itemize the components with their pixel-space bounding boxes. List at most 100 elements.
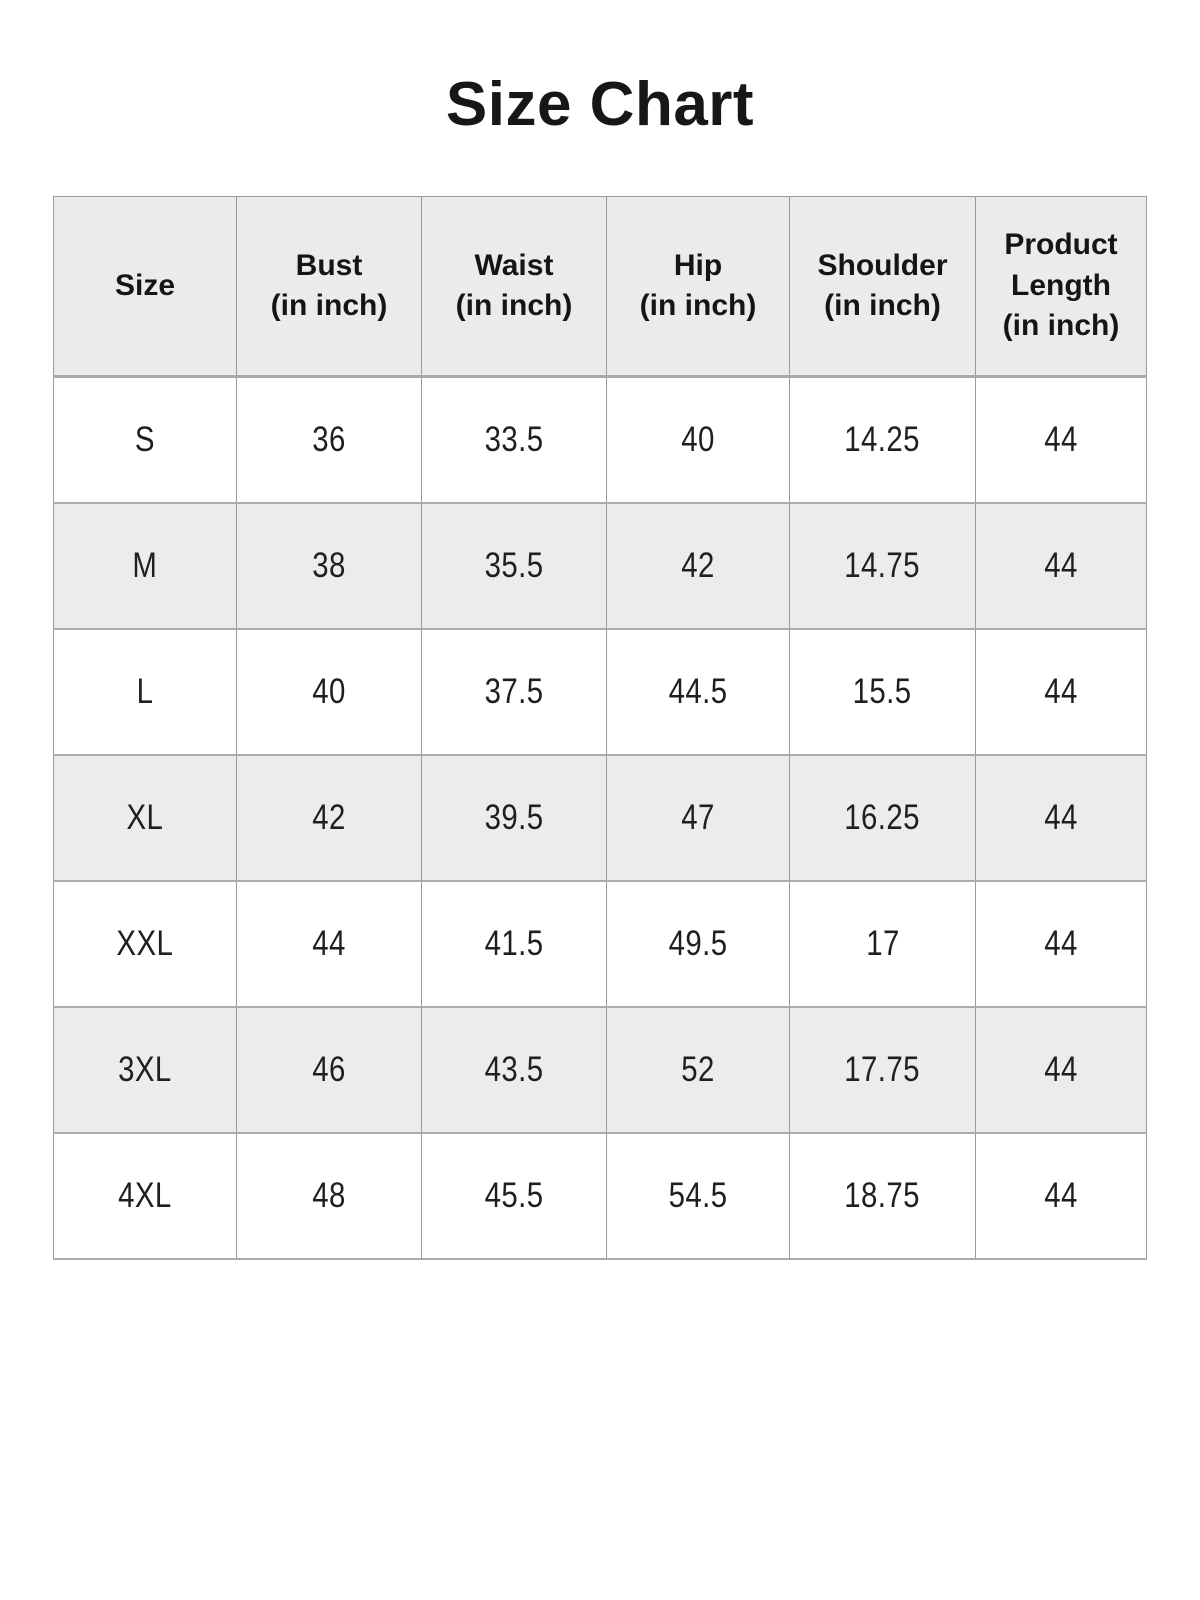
cell-waist: 33.5: [421, 375, 607, 504]
cell-size: 4XL: [53, 1131, 237, 1260]
waist-value: 33.5: [484, 419, 544, 459]
length-value: 44: [1044, 419, 1078, 459]
size-chart-page: Size Chart Size Bust (in inch) Waist (in…: [53, 70, 1147, 1260]
cell-shoulder: 14.75: [789, 501, 976, 630]
shoulder-value: 16.25: [844, 797, 921, 837]
bust-value: 48: [312, 1175, 346, 1215]
cell-waist: 39.5: [421, 753, 607, 882]
table-row-xl: XL 42 39.5 47 16.25 44: [53, 753, 1147, 882]
cell-length: 44: [975, 375, 1147, 504]
cell-bust: 44: [236, 879, 422, 1008]
table-row-l: L 40 37.5 44.5 15.5 44: [53, 627, 1147, 756]
shoulder-value: 17.75: [844, 1049, 921, 1089]
cell-size: L: [53, 627, 237, 756]
hip-value: 54.5: [668, 1175, 728, 1215]
cell-shoulder: 17: [789, 879, 976, 1008]
cell-size: XXL: [53, 879, 237, 1008]
cell-waist: 45.5: [421, 1131, 607, 1260]
length-value: 44: [1044, 797, 1078, 837]
column-header-product-length: Product Length (in inch): [975, 196, 1147, 378]
cell-size: XL: [53, 753, 237, 882]
bust-value: 42: [312, 797, 346, 837]
cell-hip: 52: [606, 1005, 790, 1134]
size-value: L: [136, 671, 154, 711]
waist-value: 45.5: [484, 1175, 544, 1215]
table-header-row: Size Bust (in inch) Waist (in inch) Hip …: [53, 196, 1147, 378]
bust-value: 38: [312, 545, 346, 585]
cell-bust: 40: [236, 627, 422, 756]
cell-waist: 35.5: [421, 501, 607, 630]
hip-value: 44.5: [668, 671, 728, 711]
cell-shoulder: 18.75: [789, 1131, 976, 1260]
table-row-m: M 38 35.5 42 14.75 44: [53, 501, 1147, 630]
cell-hip: 49.5: [606, 879, 790, 1008]
table-row-s: S 36 33.5 40 14.25 44: [53, 375, 1147, 504]
column-header-waist: Waist (in inch): [421, 196, 607, 378]
cell-size: 3XL: [53, 1005, 237, 1134]
shoulder-value: 18.75: [844, 1175, 921, 1215]
cell-hip: 40: [606, 375, 790, 504]
cell-bust: 48: [236, 1131, 422, 1260]
shoulder-value: 17: [865, 923, 900, 963]
shoulder-value: 14.25: [844, 419, 921, 459]
waist-value: 39.5: [484, 797, 544, 837]
length-value: 44: [1044, 671, 1078, 711]
waist-value: 35.5: [484, 545, 544, 585]
cell-size: M: [53, 501, 237, 630]
table-row-xxl: XXL 44 41.5 49.5 17 44: [53, 879, 1147, 1008]
length-value: 44: [1044, 545, 1078, 585]
column-header-shoulder: Shoulder (in inch): [789, 196, 976, 378]
cell-size: S: [53, 375, 237, 504]
cell-bust: 36: [236, 375, 422, 504]
hip-value: 42: [681, 545, 715, 585]
cell-length: 44: [975, 627, 1147, 756]
size-chart-table: Size Bust (in inch) Waist (in inch) Hip …: [53, 196, 1147, 1260]
cell-shoulder: 17.75: [789, 1005, 976, 1134]
size-value: 4XL: [118, 1175, 172, 1215]
cell-length: 44: [975, 1005, 1147, 1134]
table-row-4xl: 4XL 48 45.5 54.5 18.75 44: [53, 1131, 1147, 1260]
length-value: 44: [1044, 923, 1078, 963]
waist-value: 41.5: [484, 923, 544, 963]
hip-value: 49.5: [668, 923, 728, 963]
cell-shoulder: 16.25: [789, 753, 976, 882]
cell-hip: 42: [606, 501, 790, 630]
bust-value: 40: [312, 671, 346, 711]
size-value: M: [132, 545, 158, 585]
page-title: Size Chart: [445, 70, 755, 139]
hip-value: 47: [681, 797, 715, 837]
shoulder-value: 15.5: [853, 671, 912, 711]
cell-length: 44: [975, 753, 1147, 882]
cell-waist: 41.5: [421, 879, 607, 1008]
shoulder-value: 14.75: [844, 545, 921, 585]
cell-length: 44: [975, 879, 1147, 1008]
cell-bust: 42: [236, 753, 422, 882]
size-value: 3XL: [118, 1049, 172, 1089]
column-header-hip: Hip (in inch): [606, 196, 790, 378]
cell-length: 44: [975, 1131, 1147, 1260]
bust-value: 44: [312, 923, 346, 963]
length-value: 44: [1044, 1175, 1078, 1215]
size-value: S: [134, 419, 156, 459]
cell-hip: 54.5: [606, 1131, 790, 1260]
column-header-size: Size: [53, 196, 237, 378]
cell-waist: 43.5: [421, 1005, 607, 1134]
cell-hip: 44.5: [606, 627, 790, 756]
length-value: 44: [1044, 1049, 1078, 1089]
bust-value: 36: [312, 419, 346, 459]
bust-value: 46: [312, 1049, 346, 1089]
cell-bust: 38: [236, 501, 422, 630]
cell-bust: 46: [236, 1005, 422, 1134]
column-header-bust: Bust (in inch): [236, 196, 422, 378]
size-value: XXL: [116, 923, 174, 963]
cell-length: 44: [975, 501, 1147, 630]
table-row-3xl: 3XL 46 43.5 52 17.75 44: [53, 1005, 1147, 1134]
cell-shoulder: 14.25: [789, 375, 976, 504]
hip-value: 52: [681, 1049, 715, 1089]
cell-shoulder: 15.5: [789, 627, 976, 756]
size-value: XL: [126, 797, 164, 837]
cell-hip: 47: [606, 753, 790, 882]
waist-value: 37.5: [484, 671, 544, 711]
hip-value: 40: [681, 419, 715, 459]
cell-waist: 37.5: [421, 627, 607, 756]
